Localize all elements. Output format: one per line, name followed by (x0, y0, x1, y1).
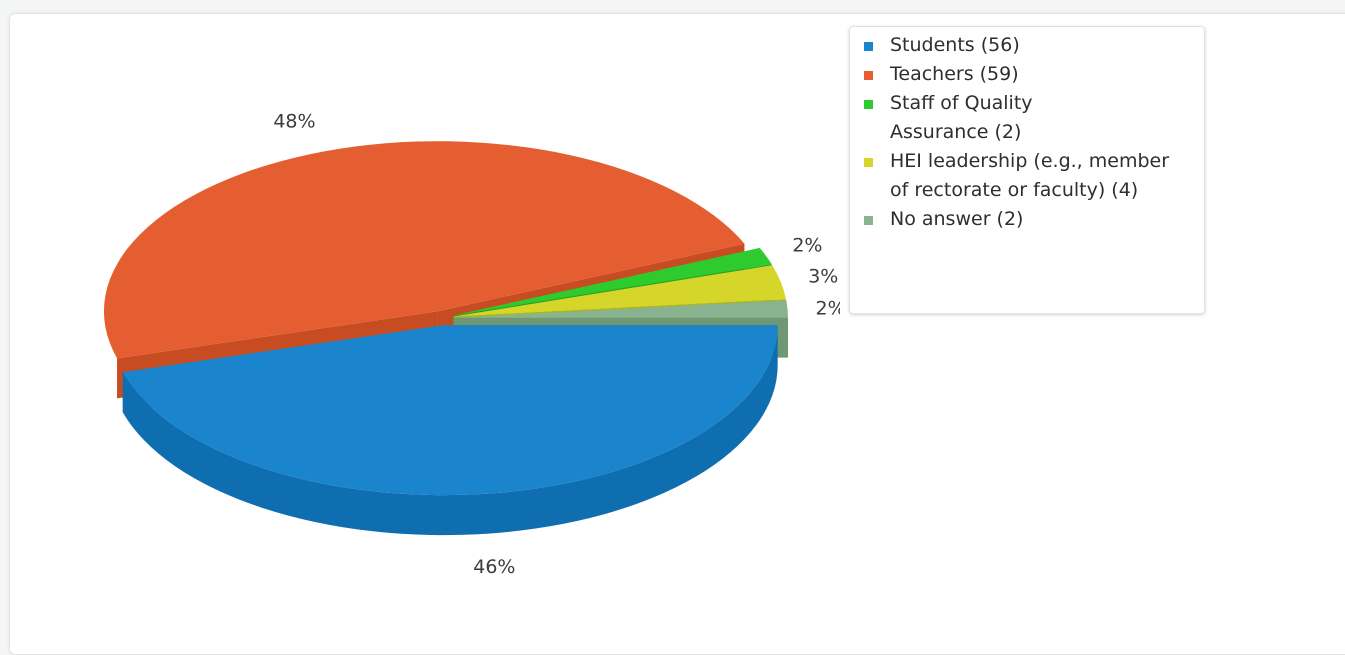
legend-item-teachers[interactable]: Teachers (59) (864, 60, 1204, 89)
pie-slice-top-students (122, 325, 778, 496)
pie-slice-top-teachers (103, 141, 745, 359)
pie-label-students: 46% (473, 556, 515, 578)
pie-slice-top-staff-of-quality-assurance (453, 247, 772, 316)
pie-slice-top-no-answer (453, 300, 788, 318)
pie-chart: 46% 2% 3% 2% 48% (103, 110, 840, 578)
pie-label-hei-leadership: 3% (808, 265, 838, 287)
legend-item-students[interactable]: Students (56) (864, 31, 1204, 60)
pie-slice-students[interactable] (122, 325, 778, 536)
legend-swatch-staff-quality-assurance (864, 100, 873, 109)
legend-swatch-teachers (864, 71, 873, 80)
legend-item-no-answer[interactable]: No answer (2) (864, 205, 1204, 234)
legend-label-teachers: Teachers (59) (890, 63, 1019, 85)
legend-label-hei-leadership: HEI leadership (e.g., member of rectorat… (890, 150, 1170, 201)
pie-label-teachers: 48% (273, 110, 315, 132)
pie-label-no-answer: 2% (816, 297, 840, 319)
chart-legend: Students (56) Teachers (59) Staff of Qua… (849, 26, 1205, 314)
legend-swatch-hei-leadership (864, 158, 873, 167)
pie-slice-side-students (122, 325, 778, 536)
legend-label-staff-quality-assurance: Staff of Quality Assurance (2) (890, 92, 1033, 143)
legend-swatch-students (864, 42, 873, 51)
legend-label-no-answer: No answer (2) (890, 208, 1024, 230)
pie-label-staff-of-quality-assurance: 2% (792, 234, 822, 256)
legend-label-students: Students (56) (890, 34, 1020, 56)
legend-item-staff-quality-assurance[interactable]: Staff of Quality Assurance (2) (864, 89, 1204, 147)
legend-swatch-no-answer (864, 216, 873, 225)
legend-item-hei-leadership[interactable]: HEI leadership (e.g., member of rectorat… (864, 147, 1204, 205)
pie-slice-top-hei-leadership (453, 265, 787, 317)
